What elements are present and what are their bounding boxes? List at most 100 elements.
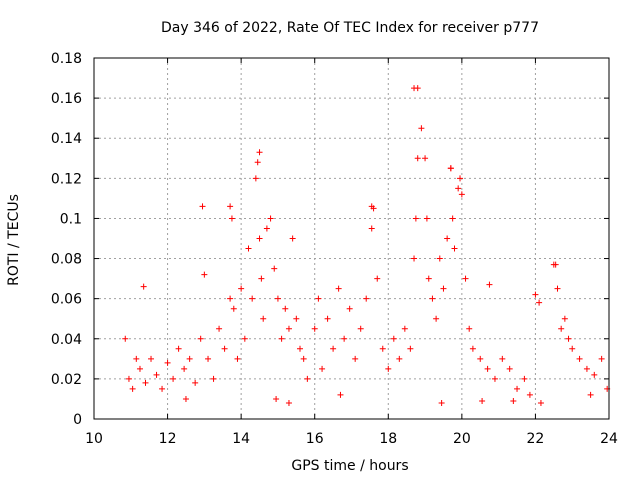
data-point <box>433 315 440 322</box>
data-point <box>228 215 235 222</box>
data-point <box>263 225 270 232</box>
data-point <box>125 375 132 382</box>
data-point <box>238 285 245 292</box>
data-point <box>159 385 166 392</box>
data-point <box>352 355 359 362</box>
data-point <box>357 325 364 332</box>
data-point <box>554 285 561 292</box>
data-point <box>484 365 491 372</box>
data-point <box>449 215 456 222</box>
data-point <box>455 185 462 192</box>
data-point <box>491 375 498 382</box>
data-point <box>591 371 598 378</box>
data-point <box>293 315 300 322</box>
data-point <box>182 395 189 402</box>
data-point <box>401 325 408 332</box>
data-point <box>267 215 274 222</box>
data-point <box>278 335 285 342</box>
data-point <box>510 397 517 404</box>
data-point <box>289 235 296 242</box>
plot-frame <box>93 57 610 420</box>
data-point <box>304 375 311 382</box>
data-point <box>396 355 403 362</box>
data-point <box>136 365 143 372</box>
data-point <box>285 325 292 332</box>
data-point <box>274 295 281 302</box>
data-point <box>561 315 568 322</box>
data-point <box>477 355 484 362</box>
data-point <box>164 359 171 366</box>
x-tick-label: 20 <box>453 431 471 447</box>
data-point <box>245 245 252 252</box>
data-point <box>436 255 443 262</box>
y-tick-label: 0.02 <box>51 372 82 388</box>
data-point <box>133 355 140 362</box>
data-point <box>129 385 136 392</box>
data-point <box>335 285 342 292</box>
data-point <box>315 295 322 302</box>
data-point <box>142 379 149 386</box>
data-point <box>379 345 386 352</box>
data-point <box>186 355 193 362</box>
data-point <box>479 397 486 404</box>
x-tick-label: 24 <box>600 431 618 447</box>
data-point <box>411 85 418 92</box>
data-point <box>411 255 418 262</box>
data-point <box>368 225 375 232</box>
data-point <box>390 335 397 342</box>
data-point <box>569 345 576 352</box>
data-point <box>241 335 248 342</box>
data-point <box>148 355 155 362</box>
data-point <box>385 365 392 372</box>
data-point <box>499 355 506 362</box>
x-tick-label: 22 <box>527 431 545 447</box>
data-point <box>536 299 543 306</box>
data-point <box>486 281 493 288</box>
data-point <box>260 315 267 322</box>
data-point <box>181 365 188 372</box>
data-point <box>282 305 289 312</box>
data-point <box>297 345 303 352</box>
data-point <box>583 365 590 372</box>
data-point <box>330 345 337 352</box>
data-point <box>216 325 223 332</box>
data-point <box>254 159 261 166</box>
data-point <box>319 365 326 372</box>
y-tick-label: 0.18 <box>51 51 82 67</box>
data-point <box>192 379 199 386</box>
data-point <box>558 325 565 332</box>
data-layer <box>122 85 611 406</box>
x-tick-label: 14 <box>232 431 250 447</box>
data-point <box>418 125 425 132</box>
data-point <box>205 355 212 362</box>
data-point <box>199 203 206 210</box>
y-tick-label: 0.16 <box>51 91 82 107</box>
x-tick-label: 18 <box>379 431 397 447</box>
data-point <box>337 391 344 398</box>
data-point <box>170 375 177 382</box>
data-point <box>537 399 544 406</box>
data-point <box>429 295 436 302</box>
data-point <box>438 399 445 406</box>
data-point <box>271 265 278 272</box>
y-tick-label: 0 <box>73 412 82 428</box>
data-point <box>521 375 528 382</box>
data-point <box>469 345 476 352</box>
data-point <box>300 355 307 362</box>
data-point <box>227 203 234 210</box>
data-point <box>341 335 348 342</box>
data-point <box>447 165 454 172</box>
data-point <box>230 305 237 312</box>
x-ticks-layer: 10 12 14 16 18 20 22 24 <box>85 58 618 447</box>
data-point <box>273 395 280 402</box>
data-point <box>249 295 256 302</box>
data-point <box>311 325 318 332</box>
chart-title: Day 346 of 2022, Rate Of TEC Index for r… <box>161 20 539 36</box>
data-point <box>252 175 259 182</box>
data-point <box>422 155 429 162</box>
data-point <box>346 305 353 312</box>
x-axis-label: GPS time / hours <box>291 458 408 474</box>
data-point <box>444 235 451 242</box>
